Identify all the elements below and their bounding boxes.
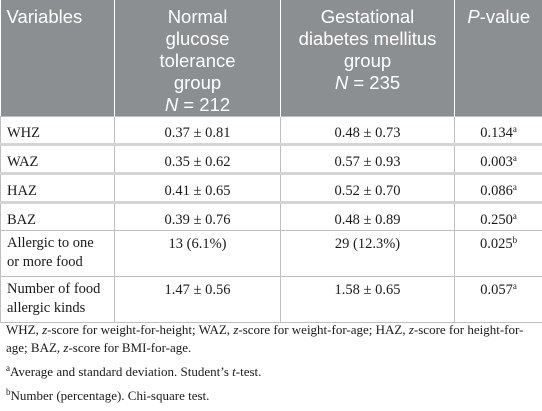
header-gdm-line: Gestational: [285, 6, 450, 28]
header-gdm-n: N = 235: [285, 72, 450, 94]
header-ngt-line: group: [119, 72, 276, 94]
row-label: HAZ: [1, 174, 115, 203]
table-row: BAZ 0.39 ± 0.76 0.48 ± 0.89 0.250a: [1, 203, 542, 231]
gdm-value: 29 (12.3%): [281, 231, 455, 277]
table-footnotes: WHZ, z-score for weight-for-height; WAZ,…: [6, 321, 540, 411]
row-label: WHZ: [1, 117, 115, 145]
p-value: 0.086a: [455, 174, 542, 203]
header-p-value: P-value: [455, 0, 542, 117]
header-gdm-group: Gestational diabetes mellitus group N = …: [281, 0, 455, 117]
header-p-italic: P: [467, 6, 479, 27]
data-table: Variables Normal glucose tolerance group…: [0, 0, 542, 323]
ngt-value: 0.39 ± 0.76: [115, 203, 281, 231]
footnote-b: bNumber (percentage). Chi-square test.: [6, 387, 540, 405]
abbreviation-note: WHZ, z-score for weight-for-height; WAZ,…: [6, 321, 540, 357]
gdm-value: 0.52 ± 0.70: [281, 174, 455, 203]
ngt-value: 0.41 ± 0.65: [115, 174, 281, 203]
p-value: 0.057a: [455, 277, 542, 323]
header-ngt-n: N = 212: [119, 94, 276, 116]
header-ngt-line: Normal: [119, 6, 276, 28]
p-value: 0.134a: [455, 117, 542, 145]
header-ngt-line: tolerance: [119, 50, 276, 72]
p-value: 0.025b: [455, 231, 542, 277]
table-row: WAZ 0.35 ± 0.62 0.57 ± 0.93 0.003a: [1, 145, 542, 174]
p-value: 0.250a: [455, 203, 542, 231]
gdm-value: 1.58 ± 0.65: [281, 277, 455, 323]
header-variables: Variables: [1, 0, 115, 117]
table-row: Number of food allergic kinds 1.47 ± 0.5…: [1, 277, 542, 323]
gdm-value: 0.48 ± 0.73: [281, 117, 455, 145]
gdm-value: 0.57 ± 0.93: [281, 145, 455, 174]
table-row: WHZ 0.37 ± 0.81 0.48 ± 0.73 0.134a: [1, 117, 542, 145]
ngt-value: 1.47 ± 0.56: [115, 277, 281, 323]
header-p-rest: -value: [480, 6, 530, 27]
row-label: Allergic to one or more food: [1, 231, 115, 277]
row-label: WAZ: [1, 145, 115, 174]
p-value: 0.003a: [455, 145, 542, 174]
header-gdm-line: diabetes mellitus: [285, 28, 450, 50]
header-ngt-group: Normal glucose tolerance group N = 212: [115, 0, 281, 117]
ngt-value: 0.37 ± 0.81: [115, 117, 281, 145]
footnote-a: aAverage and standard deviation. Student…: [6, 363, 540, 381]
gdm-value: 0.48 ± 0.89: [281, 203, 455, 231]
header-ngt-line: glucose: [119, 28, 276, 50]
row-label: BAZ: [1, 203, 115, 231]
table-row: Allergic to one or more food 13 (6.1%) 2…: [1, 231, 542, 277]
ngt-value: 0.35 ± 0.62: [115, 145, 281, 174]
table-row: HAZ 0.41 ± 0.65 0.52 ± 0.70 0.086a: [1, 174, 542, 203]
row-label: Number of food allergic kinds: [1, 277, 115, 323]
header-row: Variables Normal glucose tolerance group…: [1, 0, 542, 117]
header-gdm-line: group: [285, 50, 450, 72]
ngt-value: 13 (6.1%): [115, 231, 281, 277]
